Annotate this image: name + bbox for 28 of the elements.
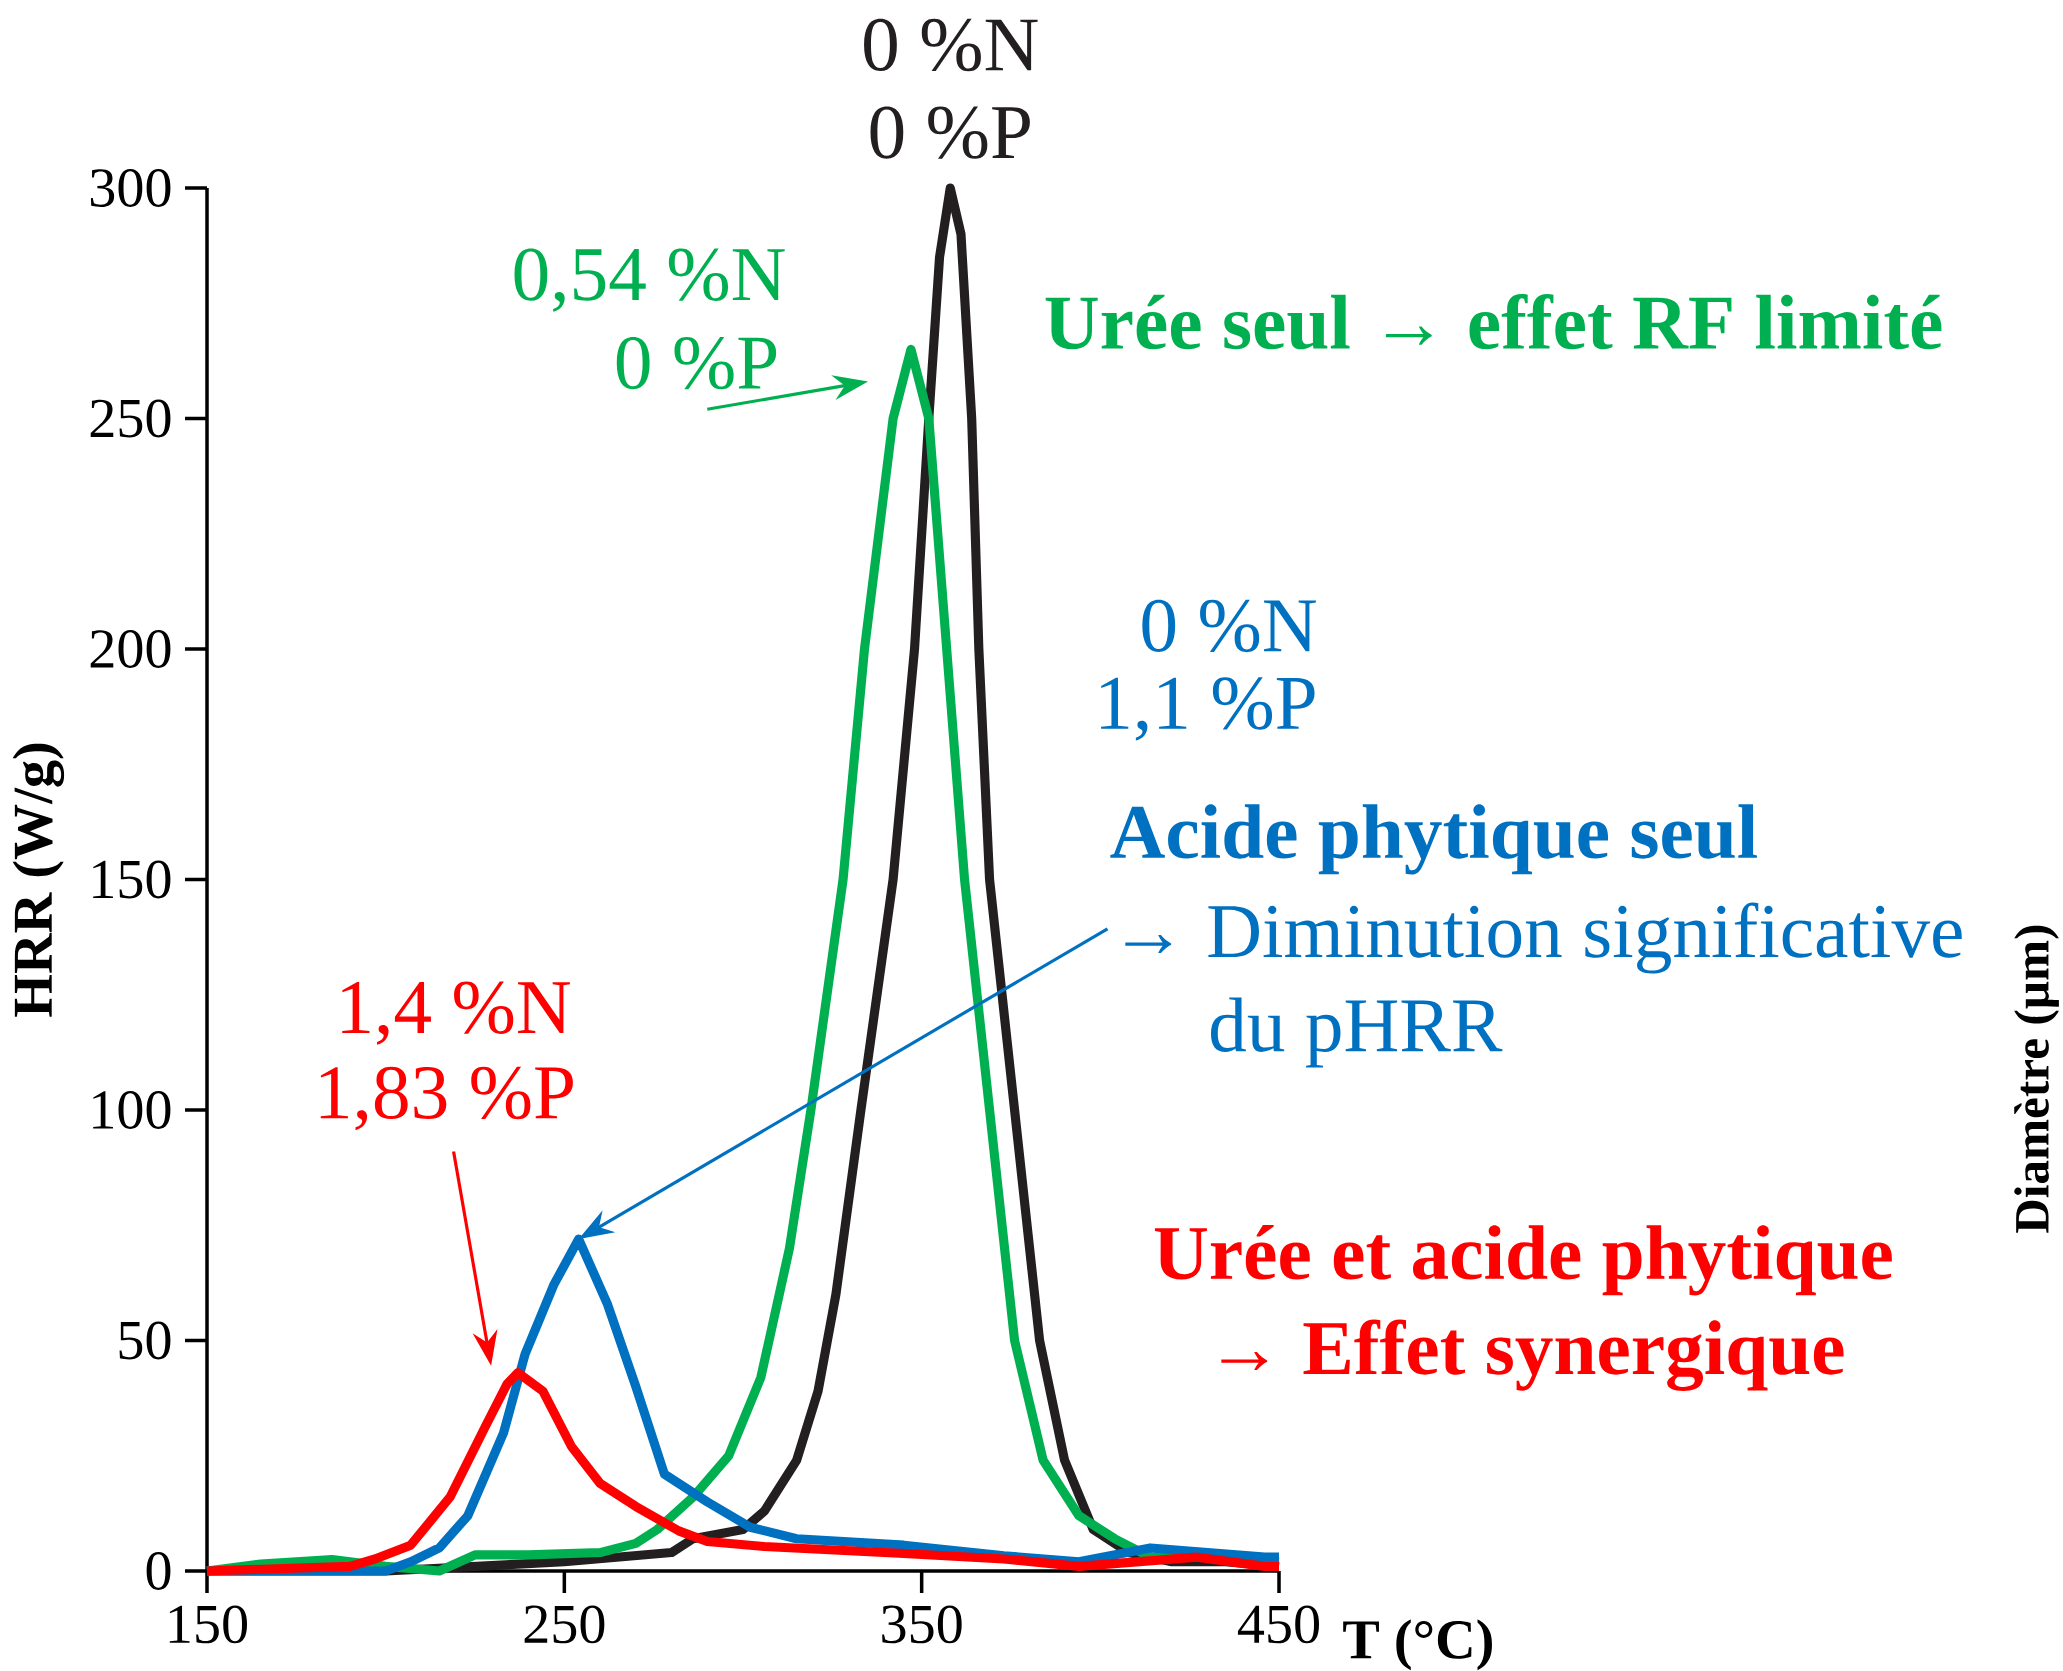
annotation: → Effet synergique [1221,1319,1844,1392]
y-tick-label: 100 [93,1091,171,1129]
annotation: 0 %P [616,336,777,390]
annotation: → Diminution significative [1125,902,1962,974]
x-tick-label: 450 [1237,1605,1320,1644]
x-tick-label: 250 [524,1605,605,1644]
y-tick-label: 300 [90,169,171,207]
annotation: Urée seul → effet RF limité [1045,293,1942,350]
x-axis-title: T (°C) [1343,1619,1492,1671]
annotation: 0,54 %N [514,248,785,312]
annotation: Urée et acide phytique [1154,1225,1892,1296]
y-tick-label: 200 [90,630,171,668]
y-axis-title: HRR (W/g) [12,743,65,1017]
text: Diamètre (µm) [2014,925,2059,1233]
annotation: 0 %N [1142,599,1316,653]
annotation: Acide phytique seul [1110,804,1757,875]
annotation: 1,1 %P [1101,677,1315,741]
y-tick-label: 50 [119,1321,171,1360]
annotation: 1,4 %N [342,981,570,1045]
y-tick-label: 250 [90,399,171,438]
x-tick-label: 150 [169,1605,248,1644]
annotation: 1,83 %P [320,1066,573,1131]
y-tick-label: 0 [146,1552,171,1590]
y-tick-label: 150 [93,860,171,899]
annotation: du pHRR [1210,997,1503,1068]
text: 0 %P [870,106,1030,159]
x-tick-label: 350 [882,1605,962,1644]
text: 0 %N [864,18,1038,72]
